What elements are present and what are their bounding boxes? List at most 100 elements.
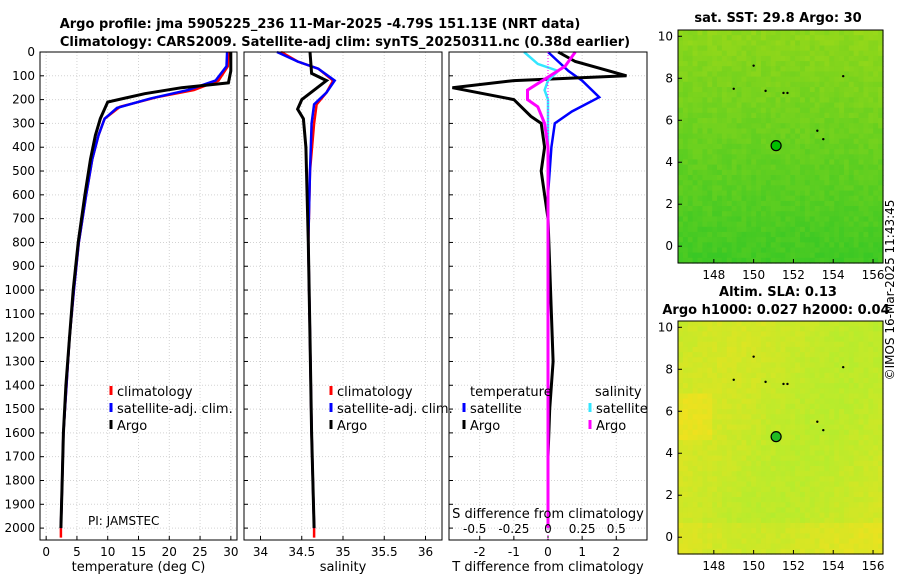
map-cell [707, 252, 713, 259]
map-cell [741, 378, 747, 384]
map-cell [736, 221, 743, 228]
map-cell [731, 393, 738, 400]
map-cell [692, 460, 699, 467]
map-cell [736, 357, 743, 363]
map-cell [819, 195, 825, 202]
map-cell [721, 159, 728, 166]
map-cell [839, 55, 845, 62]
map-cell [819, 45, 825, 52]
map-cell [682, 169, 689, 176]
map-cell [804, 149, 811, 155]
map-cell [863, 440, 869, 446]
map-cell [746, 455, 752, 462]
map-cell [800, 486, 806, 493]
y-tick-label: 2 [665, 197, 673, 211]
map-cell [741, 393, 747, 400]
map-cell [682, 149, 689, 155]
map-cell [702, 528, 708, 534]
map-cell [848, 252, 855, 259]
map-cell [863, 185, 869, 192]
map-cell [790, 35, 796, 41]
map-cell [765, 40, 772, 47]
map-cell [795, 372, 801, 379]
map-cell [746, 112, 752, 119]
map-cell [790, 180, 796, 186]
map-cell [809, 352, 816, 358]
map-cell [819, 216, 825, 223]
map-cell [687, 221, 694, 228]
map-cell [858, 195, 865, 202]
map-cell [834, 237, 840, 243]
map-cell [775, 533, 782, 540]
map-cell [751, 419, 757, 426]
title-line-2: Climatology: CARS2009. Satellite-adj cli… [60, 35, 630, 50]
map-cell [824, 211, 830, 217]
map-cell [858, 97, 865, 104]
map-cell [765, 367, 772, 374]
map-cell [814, 455, 821, 462]
map-cell [687, 247, 694, 254]
map-cell [707, 331, 713, 338]
map-cell [800, 548, 806, 555]
map-cell [761, 528, 767, 534]
map-cell [780, 486, 786, 493]
map-cell [702, 419, 708, 426]
map-cell [726, 414, 733, 420]
map-cell [839, 76, 845, 83]
map-cell [819, 226, 825, 233]
map-cell [731, 336, 738, 343]
map-cell [682, 154, 689, 161]
map-cell [697, 512, 703, 519]
map-cell [873, 206, 879, 212]
map-cell [761, 352, 767, 358]
map-cell [697, 247, 703, 254]
map-cell [844, 200, 850, 207]
map-cell [800, 169, 806, 176]
map-cell [853, 393, 860, 400]
map-cell [863, 522, 869, 529]
map-cell [751, 481, 757, 488]
map-cell [829, 169, 835, 176]
map-cell [707, 491, 713, 498]
map-cell [697, 143, 703, 150]
map-cell [770, 50, 777, 57]
map-cell [819, 237, 825, 243]
map-cell [814, 195, 821, 202]
map-cell [775, 185, 782, 192]
map-cell [717, 326, 723, 332]
map-cell [697, 321, 703, 327]
map-cell [878, 55, 884, 62]
map-cell [712, 143, 718, 150]
map-cell [829, 40, 835, 47]
map-cell [692, 81, 699, 88]
map-cell [863, 133, 869, 140]
map-cell [785, 326, 791, 332]
map-cell [687, 76, 694, 83]
map-cell [834, 66, 840, 72]
map-cell [756, 71, 762, 78]
map-cell [697, 460, 703, 467]
map-cell [839, 102, 845, 109]
map-cell [736, 398, 743, 405]
map-cell [731, 164, 738, 171]
map-cell [712, 133, 718, 140]
map-cell [678, 164, 684, 171]
map-cell [770, 346, 777, 353]
map-cell [873, 107, 879, 114]
map-cell [878, 154, 884, 161]
y-tick-label: 10 [658, 29, 673, 43]
map-cell [770, 169, 777, 176]
map-cell [726, 388, 733, 395]
map-cell [863, 164, 869, 171]
map-cell [736, 143, 743, 150]
legend-label: Argo [117, 419, 147, 434]
map-cell [736, 107, 743, 114]
island-dot [764, 89, 767, 93]
map-cell [687, 112, 694, 119]
map-cell [726, 40, 733, 47]
map-cell [868, 383, 874, 389]
map-cell [756, 252, 762, 259]
map-cell [731, 190, 738, 197]
map-cell [858, 445, 865, 452]
map-cell [824, 128, 830, 135]
